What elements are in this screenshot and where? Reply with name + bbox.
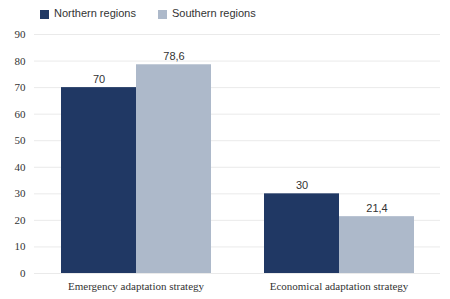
svg-text:10: 10 [15, 240, 27, 252]
svg-text:Emergency adaptation strategy: Emergency adaptation strategy [68, 280, 205, 292]
svg-text:30: 30 [15, 187, 27, 199]
svg-text:30: 30 [296, 179, 308, 191]
html-text:Northern regions: Northern regions [54, 7, 136, 19]
svg-text:40: 40 [15, 161, 27, 173]
svg-text:60: 60 [15, 108, 27, 120]
svg-text:Economical adaptation strategy: Economical adaptation strategy [270, 280, 409, 292]
svg-text:0: 0 [20, 267, 26, 279]
svg-text:70: 70 [15, 81, 27, 93]
svg-text:90: 90 [15, 28, 27, 40]
svg-text:78,6: 78,6 [163, 50, 184, 62]
svg-text:80: 80 [15, 55, 27, 67]
svg-text:21,4: 21,4 [366, 202, 387, 214]
svg-text:70: 70 [93, 73, 105, 85]
svg-text:20: 20 [15, 214, 27, 226]
svg-text:50: 50 [15, 134, 27, 146]
html-text:Southern regions: Southern regions [171, 7, 256, 19]
